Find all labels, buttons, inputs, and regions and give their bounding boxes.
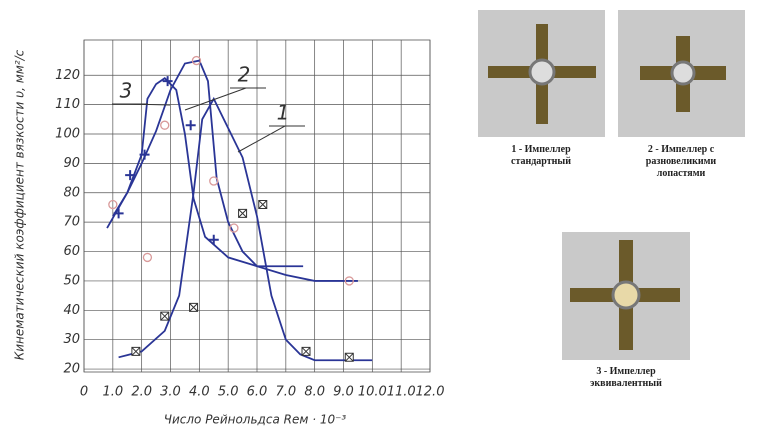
x-tick-label: 9.0 bbox=[333, 385, 354, 400]
series-label: 3 bbox=[120, 79, 133, 103]
marker bbox=[239, 209, 247, 217]
y-tick-label: 100 bbox=[55, 127, 80, 142]
leader-line bbox=[238, 126, 285, 152]
x-tick-label: 1.0 bbox=[102, 385, 123, 400]
series-label: 1 bbox=[277, 101, 290, 125]
marker bbox=[132, 347, 140, 355]
y-tick-label: 80 bbox=[63, 185, 80, 200]
photo bbox=[478, 10, 605, 137]
marker bbox=[143, 253, 151, 261]
y-tick-label: 40 bbox=[63, 303, 80, 318]
y-tick-label: 120 bbox=[55, 68, 80, 83]
line bbox=[119, 99, 373, 360]
y-tick-label: 110 bbox=[55, 97, 80, 112]
y-tick-label: 70 bbox=[63, 215, 80, 230]
marker bbox=[302, 347, 310, 355]
x-tick-label: 5.0 bbox=[218, 385, 239, 400]
marker bbox=[114, 208, 124, 218]
photo bbox=[562, 232, 690, 360]
x-tick-label: 7.0 bbox=[275, 385, 296, 400]
marker bbox=[345, 353, 353, 361]
leader-line bbox=[185, 88, 246, 110]
y-tick-label: 30 bbox=[63, 332, 80, 347]
page: Кинематический коэффициент вязкости υ, м… bbox=[0, 0, 757, 432]
x-tick-label: 3.0 bbox=[160, 385, 181, 400]
series-label: 2 bbox=[238, 63, 251, 87]
y-tick-label: 20 bbox=[63, 362, 80, 377]
x-tick-label: 2.0 bbox=[131, 385, 152, 400]
photo bbox=[618, 10, 745, 137]
x-tick-label: 10.0 bbox=[358, 385, 387, 400]
marker bbox=[209, 235, 219, 245]
y-axis-label: Кинематический коэффициент вязкости υ, м… bbox=[13, 49, 27, 360]
y-tick-label: 90 bbox=[63, 156, 80, 171]
marker bbox=[186, 120, 196, 130]
x-tick-label: 11.0 bbox=[387, 385, 416, 400]
x-tick-label: 8.0 bbox=[304, 385, 325, 400]
marker bbox=[259, 201, 267, 209]
x-tick-label: 0 bbox=[80, 385, 88, 400]
marker bbox=[190, 303, 198, 311]
x-axis-label: Число Рейнольдса Reм · 10⁻³ bbox=[164, 413, 347, 427]
x-tick-label: 4.0 bbox=[189, 385, 210, 400]
marker bbox=[161, 312, 169, 320]
marker bbox=[161, 121, 169, 129]
x-tick-label: 12.0 bbox=[416, 385, 445, 400]
x-tick-label: 6.0 bbox=[247, 385, 268, 400]
y-tick-label: 60 bbox=[63, 244, 80, 259]
chart: Кинематический коэффициент вязкости υ, м… bbox=[0, 0, 757, 432]
y-tick-label: 50 bbox=[63, 273, 80, 288]
